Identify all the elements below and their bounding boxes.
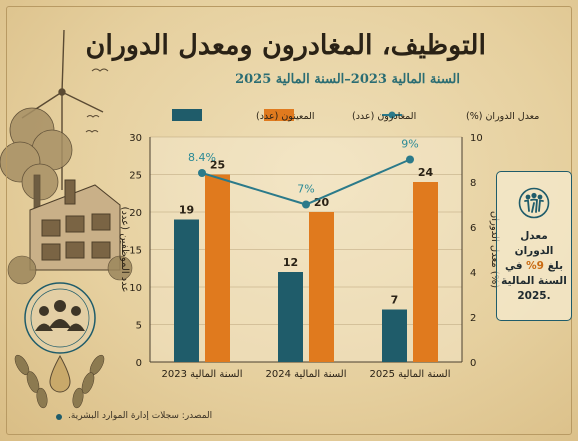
building-icon xyxy=(29,179,121,271)
turnover-label: 7% xyxy=(297,183,314,196)
callout-line-2-pre: بلغ xyxy=(543,260,564,272)
callout-line-2: بلغ 9% في xyxy=(500,259,568,274)
callout-text: معدل الدوران بلغ 9% في السنة المالية .20… xyxy=(500,229,568,304)
y2-tick-label: 8 xyxy=(470,178,476,189)
y-tick-label: 25 xyxy=(129,171,142,182)
y-tick-label: 30 xyxy=(129,133,142,144)
y-tick-label: 15 xyxy=(129,246,142,257)
turnover-point xyxy=(198,169,206,177)
shrubs-icon xyxy=(7,255,133,285)
bar-leavers xyxy=(413,182,438,362)
y2-axis-title: معدل الدوران (%) xyxy=(489,211,500,288)
source-bullet-icon xyxy=(56,414,62,420)
y2-tick-label: 4 xyxy=(470,268,476,279)
bar-hires xyxy=(278,272,303,362)
callout-line-3: السنة المالية xyxy=(501,275,567,287)
y2-tick-label: 2 xyxy=(470,313,476,324)
y-axis-title: عدد الموظفين (عدد) xyxy=(119,207,130,293)
source-note: المصدر: سجلات إدارة الموارد البشرية. xyxy=(68,411,213,421)
x-tick-label: السنة المالية 2023 xyxy=(161,369,242,380)
y-tick-label: 0 xyxy=(136,358,142,369)
bar-leavers-label: 25 xyxy=(210,159,225,172)
people-unity-icon xyxy=(518,187,550,219)
birds-icon xyxy=(85,68,109,133)
legend-rate-marker xyxy=(388,111,396,119)
bar-leavers-label: 24 xyxy=(418,166,434,179)
bar-leavers xyxy=(205,174,230,362)
bar-hires-label: 12 xyxy=(283,256,298,269)
tree-icon xyxy=(0,107,73,216)
people-group-icon xyxy=(24,282,96,354)
y2-tick-label: 0 xyxy=(470,358,476,369)
y-tick-label: 5 xyxy=(136,321,142,332)
bar-hires-label: 7 xyxy=(391,294,399,307)
turnover-point xyxy=(302,200,310,209)
chart-title: التوظيف، المغادرون ومعدل الدوران xyxy=(85,30,486,61)
y2-tick-label: 10 xyxy=(470,133,483,144)
legend-hires-label: المعينون (عدد) xyxy=(256,111,315,122)
callout-line-1: معدل الدوران xyxy=(514,230,554,257)
turnover-label: 8.4% xyxy=(188,151,216,164)
y-tick-label: 10 xyxy=(129,283,142,294)
bar-hires xyxy=(174,219,199,362)
bar-hires-label: 19 xyxy=(179,204,194,217)
x-tick-label: السنة المالية 2024 xyxy=(265,369,346,380)
chart-subtitle: السنة المالية 2023–السنة المالية 2025 xyxy=(235,72,460,87)
x-tick-label: السنة المالية 2025 xyxy=(369,369,450,380)
callout-line-2-post: في xyxy=(504,260,527,272)
legend-rate-label: معدل الدوران (%) xyxy=(466,111,539,122)
drop-icon xyxy=(49,354,71,393)
bar-leavers xyxy=(309,212,334,362)
bar-hires xyxy=(382,309,407,362)
leaves-icon xyxy=(14,354,105,409)
callout-highlight: 9% xyxy=(526,260,544,272)
turnover-callout: معدل الدوران بلغ 9% في السنة المالية .20… xyxy=(496,171,572,321)
legend-leavers-swatch xyxy=(264,109,294,121)
turnover-point xyxy=(406,155,414,164)
y-tick-label: 20 xyxy=(129,208,142,219)
legend-hires-swatch xyxy=(172,109,202,121)
turnover-label: 9% xyxy=(401,138,418,151)
legend-leavers-label: المغادرون (عدد) xyxy=(352,111,416,122)
y2-tick-label: 6 xyxy=(470,223,476,234)
callout-line-4: .2025 xyxy=(517,290,551,302)
